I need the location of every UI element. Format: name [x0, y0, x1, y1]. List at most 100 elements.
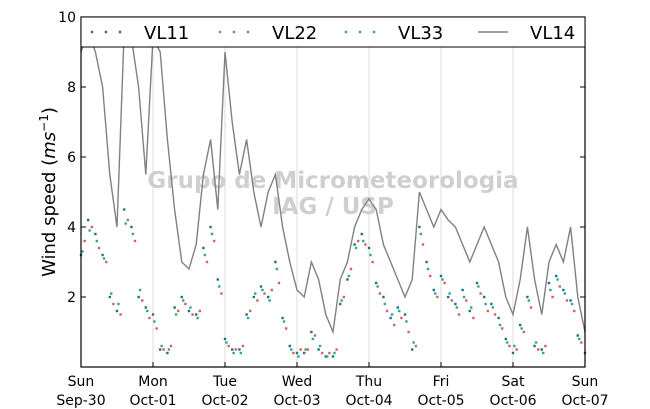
data-point — [268, 299, 271, 302]
y-tick-label: 10 — [58, 10, 76, 26]
data-point — [483, 295, 486, 299]
legend-marker-VL33 — [344, 30, 348, 34]
data-point — [205, 260, 209, 264]
x-tick-label-day: Mon — [138, 374, 168, 390]
data-point — [551, 295, 554, 299]
data-point — [421, 243, 425, 246]
x-tick-label-day: Sun — [572, 374, 599, 390]
data-point — [558, 285, 561, 288]
data-point — [94, 232, 97, 236]
data-point — [311, 337, 315, 341]
x-tick-label-date: Oct-07 — [561, 393, 608, 409]
data-point — [475, 281, 479, 285]
data-point — [491, 306, 495, 309]
data-point — [562, 288, 565, 292]
x-tick-label-date: Oct-03 — [273, 393, 320, 409]
data-point — [504, 337, 507, 341]
data-point — [198, 309, 201, 313]
data-point — [223, 337, 227, 341]
data-point — [115, 309, 119, 313]
data-point — [393, 323, 396, 327]
watermark: Grupo de Micrometeorologia IAG / USP — [147, 168, 518, 220]
data-point — [310, 330, 313, 334]
watermark-line2: IAG / USP — [272, 194, 394, 220]
legend: VL11 VL22 VL33 VL14 — [80, 16, 586, 48]
data-point — [210, 232, 214, 236]
series-VL22 — [83, 218, 583, 355]
data-point — [411, 348, 414, 351]
data-point — [105, 260, 108, 264]
data-point — [108, 295, 111, 299]
data-point — [282, 320, 286, 323]
data-point — [569, 299, 572, 302]
data-point — [326, 355, 329, 358]
data-point — [133, 239, 137, 243]
data-point — [486, 309, 489, 313]
data-point — [246, 316, 250, 320]
data-point — [357, 239, 360, 243]
data-point — [117, 302, 120, 306]
data-point — [369, 253, 372, 257]
legend-marker-VL33 — [358, 30, 362, 34]
data-point — [479, 292, 482, 295]
data-point — [335, 348, 338, 351]
data-point — [160, 344, 163, 348]
data-point — [462, 295, 466, 299]
data-point — [137, 295, 140, 299]
data-point — [520, 327, 523, 330]
data-point — [526, 295, 529, 299]
data-point — [497, 316, 500, 320]
data-point — [261, 288, 264, 292]
data-point — [270, 288, 273, 292]
grid-layer — [152, 17, 514, 367]
data-point — [429, 274, 432, 278]
data-point — [519, 323, 522, 327]
data-point — [439, 274, 443, 278]
data-point — [324, 355, 327, 358]
data-point — [434, 292, 437, 295]
x-tick-label-day: Sat — [502, 374, 525, 390]
data-point — [87, 218, 90, 222]
data-point — [313, 334, 317, 337]
data-point — [317, 348, 320, 351]
watermark-line1: Grupo de Micrometeorologia — [147, 168, 518, 194]
data-point — [238, 348, 241, 351]
data-point — [515, 348, 518, 351]
data-point — [578, 337, 581, 341]
data-point — [256, 299, 259, 302]
data-point — [556, 278, 559, 281]
x-tick-label-date: Oct-01 — [129, 393, 176, 409]
legend-label-VL11: VL11 — [144, 23, 189, 44]
data-point — [407, 330, 410, 334]
data-point — [166, 351, 169, 355]
data-point — [371, 260, 374, 264]
data-point — [477, 285, 480, 288]
data-point — [83, 239, 86, 243]
data-point — [290, 348, 293, 351]
data-point — [461, 288, 464, 292]
data-point — [470, 306, 473, 309]
data-point — [455, 306, 459, 309]
data-point — [131, 232, 135, 236]
data-point — [318, 344, 322, 348]
data-point — [441, 278, 444, 281]
data-point — [364, 243, 367, 246]
data-point — [254, 292, 257, 295]
data-point — [141, 299, 144, 302]
x-tick-label-date: Sep-30 — [56, 393, 105, 409]
data-point — [155, 327, 158, 330]
data-point — [333, 351, 336, 355]
data-point — [362, 239, 365, 243]
data-point — [169, 344, 173, 348]
data-point — [367, 246, 371, 250]
data-point — [544, 344, 547, 348]
data-point — [436, 295, 439, 299]
data-point — [400, 316, 403, 320]
data-point — [173, 306, 176, 309]
data-point — [187, 309, 191, 313]
data-point — [124, 222, 127, 225]
data-point — [321, 351, 324, 355]
data-point — [249, 309, 252, 313]
data-point — [148, 316, 151, 320]
